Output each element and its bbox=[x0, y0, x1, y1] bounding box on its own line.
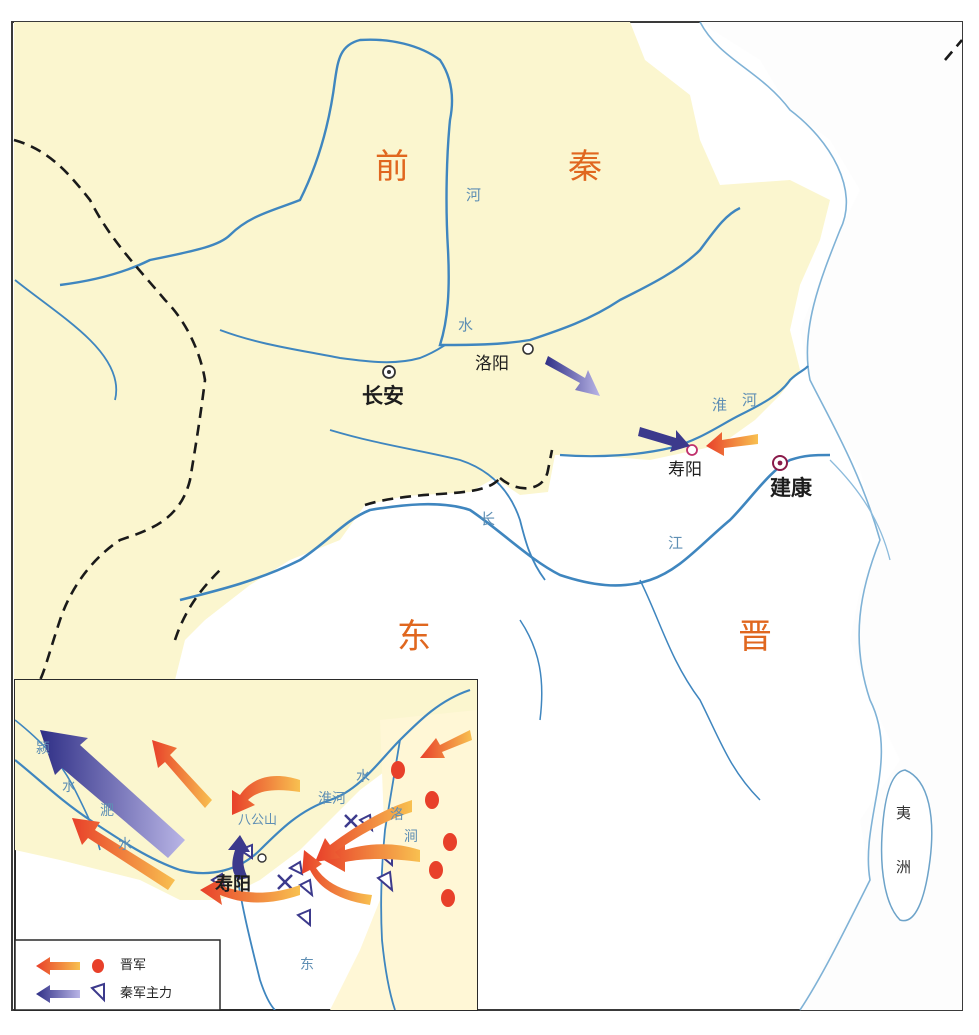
river-label-he-upper: 河 bbox=[466, 186, 482, 204]
jin-shouyang-arrow bbox=[706, 432, 758, 456]
inset-shouyang-marker bbox=[257, 853, 267, 863]
legend-label-qin: 秦军主力 bbox=[120, 986, 173, 1001]
qin-shouyang-arrow bbox=[638, 427, 690, 452]
luoyang-marker bbox=[522, 343, 534, 355]
yellow-river bbox=[59, 38, 741, 347]
inset-jin-attack-arrow-2 bbox=[315, 800, 412, 862]
huai-river bbox=[559, 365, 809, 458]
city-label-jiankang: 建康 bbox=[770, 476, 812, 500]
minor-river-south bbox=[639, 579, 761, 801]
inset-battle-cross bbox=[277, 814, 358, 890]
inset-fei-river bbox=[234, 859, 276, 1010]
inset-river-shui2: 水 bbox=[62, 779, 76, 795]
city-label-changan: 长安 bbox=[362, 384, 404, 408]
former-qin-territory bbox=[14, 22, 830, 680]
inset-river-huaihe: 淮河 bbox=[318, 791, 346, 807]
han-river bbox=[329, 429, 546, 581]
island-label-line2: 洲 bbox=[896, 858, 912, 876]
inset-river-luo: 洛 bbox=[390, 807, 404, 823]
inset-river-jian: 涧 bbox=[404, 829, 418, 845]
inset-river-fei: 淝 bbox=[100, 803, 114, 819]
inset-jin-entry-arrow bbox=[420, 730, 472, 758]
inset-river-shui1: 水 bbox=[118, 837, 132, 853]
east-sea bbox=[700, 22, 962, 1010]
inset-jin-attack-arrow-3 bbox=[200, 876, 300, 905]
inset-map bbox=[14, 679, 478, 1011]
inset-qin-retreat-arrow bbox=[40, 730, 185, 858]
region-label-qin: 秦 bbox=[568, 147, 603, 187]
minor-river-west bbox=[14, 279, 118, 401]
inset-jin-pursuit-arrow-2 bbox=[152, 740, 212, 808]
city-label-luoyang: 洛阳 bbox=[475, 354, 509, 374]
river-label-chang: 长 bbox=[480, 510, 496, 528]
inset-river-shui3: 水 bbox=[356, 769, 370, 785]
legend-qin-camp bbox=[90, 982, 105, 1003]
legend-qin-arrow bbox=[36, 985, 80, 1003]
inset-river-dong: 东 bbox=[300, 957, 314, 973]
region-label-dong: 东 bbox=[397, 617, 432, 657]
inset-jin-pursuit-arrow-3 bbox=[232, 775, 300, 815]
yangtze-river bbox=[179, 453, 831, 602]
river-label-jiang: 江 bbox=[668, 534, 684, 552]
coastline bbox=[699, 21, 883, 1011]
state-border bbox=[13, 39, 963, 681]
changan-marker bbox=[382, 365, 396, 379]
river-label-huai: 淮 bbox=[712, 396, 728, 414]
inset-city-label-shouyang: 寿阳 bbox=[215, 874, 251, 895]
inset-river-ying: 颍 bbox=[36, 741, 50, 757]
qin-advance-arrow bbox=[545, 356, 600, 396]
legend-label-jin: 晋军 bbox=[120, 958, 147, 973]
inset-jin-camps bbox=[391, 761, 457, 907]
river-label-he-east: 河 bbox=[742, 391, 758, 409]
minor-river-east bbox=[829, 459, 891, 561]
jiankang-marker bbox=[772, 455, 788, 471]
shouyang-marker bbox=[686, 444, 698, 456]
legend-jin-arrow bbox=[36, 957, 80, 975]
region-label-jin: 晋 bbox=[738, 617, 773, 657]
minor-river-southwest bbox=[519, 619, 543, 721]
inset-qin-retreat-arrow-2 bbox=[228, 835, 250, 880]
inset-jin-attack-arrow-4 bbox=[302, 850, 372, 905]
inset-jin-attack-arrow-1 bbox=[320, 840, 420, 872]
inset-jin-pursuit-arrow-1 bbox=[72, 818, 175, 890]
legend-jin-camp bbox=[92, 959, 104, 973]
river-label-shui: 水 bbox=[458, 316, 474, 334]
inset-mountain-label: 八公山 bbox=[238, 813, 278, 828]
region-label-qian: 前 bbox=[375, 147, 410, 187]
city-label-shouyang: 寿阳 bbox=[668, 460, 702, 480]
yizhou-island bbox=[880, 769, 933, 922]
island-label-line1: 夷 bbox=[896, 804, 912, 822]
wei-river bbox=[219, 329, 446, 364]
